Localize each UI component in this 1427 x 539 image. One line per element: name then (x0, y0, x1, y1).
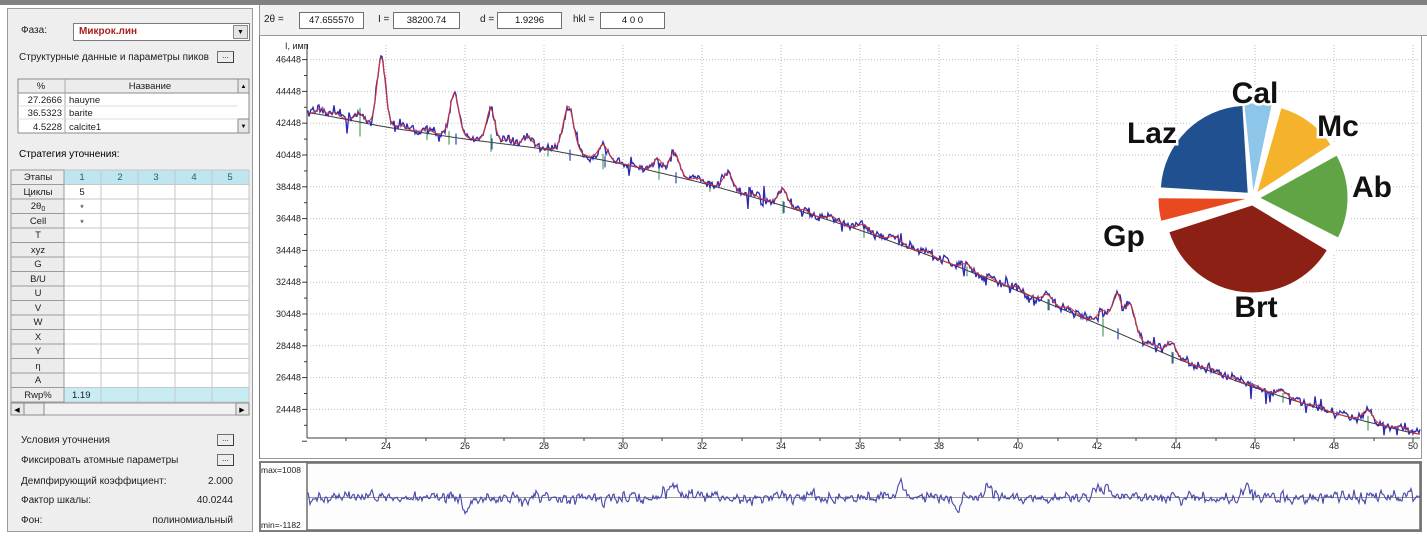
svg-text:*: * (80, 218, 84, 229)
svg-text:5: 5 (227, 172, 232, 183)
svg-text:46448: 46448 (276, 55, 301, 65)
svg-text:η: η (35, 361, 40, 372)
svg-text:27.2666: 27.2666 (28, 95, 62, 106)
svg-text:Rwp%: Rwp% (24, 390, 52, 401)
svg-text:T: T (35, 230, 41, 241)
svg-text:▼: ▼ (241, 124, 247, 130)
svg-text:Mc: Mc (1317, 110, 1359, 143)
svg-text:28: 28 (539, 441, 549, 451)
svg-text:4.5228: 4.5228 (33, 122, 62, 133)
svg-text:*: * (80, 203, 84, 214)
svg-text:Laz: Laz (1127, 117, 1177, 150)
svg-text:▲: ▲ (241, 84, 247, 90)
svg-text:%: % (37, 81, 46, 92)
svg-text:32448: 32448 (276, 277, 301, 287)
svg-text:W: W (34, 317, 43, 328)
svg-text:46: 46 (1250, 441, 1260, 451)
svg-text:1: 1 (79, 172, 84, 183)
svg-text:48: 48 (1329, 441, 1339, 451)
svg-text:◀: ◀ (14, 407, 20, 414)
svg-text:36.5323: 36.5323 (28, 108, 62, 119)
svg-text:32: 32 (697, 441, 707, 451)
svg-text:Cell: Cell (30, 216, 46, 227)
svg-text:4: 4 (191, 172, 196, 183)
svg-text:26448: 26448 (276, 373, 301, 383)
svg-text:30448: 30448 (276, 309, 301, 319)
svg-text:28448: 28448 (276, 341, 301, 351)
svg-text:xyz: xyz (31, 245, 46, 256)
svg-text:Название: Название (129, 81, 171, 92)
svg-text:Этапы: Этапы (24, 172, 53, 183)
svg-text:26: 26 (460, 441, 470, 451)
svg-text:V: V (35, 303, 42, 314)
svg-text:hauyne: hauyne (69, 95, 100, 106)
svg-text:B/U: B/U (30, 274, 46, 285)
svg-text:Cal: Cal (1232, 77, 1279, 110)
svg-text:Ab: Ab (1352, 171, 1392, 204)
svg-text:I, имп: I, имп (285, 41, 309, 51)
svg-text:44448: 44448 (276, 86, 301, 96)
svg-text:30: 30 (618, 441, 628, 451)
svg-text:42: 42 (1092, 441, 1102, 451)
svg-text:calcite1: calcite1 (69, 122, 101, 133)
svg-text:40448: 40448 (276, 150, 301, 160)
svg-text:A: A (35, 375, 42, 386)
svg-text:50: 50 (1408, 441, 1418, 451)
svg-text:Gp: Gp (1103, 220, 1145, 253)
svg-text:42448: 42448 (276, 118, 301, 128)
svg-text:▶: ▶ (239, 407, 245, 414)
svg-text:barite: barite (69, 108, 93, 119)
svg-text:U: U (35, 288, 42, 299)
svg-text:2: 2 (117, 172, 122, 183)
svg-text:34: 34 (776, 441, 786, 451)
svg-text:34448: 34448 (276, 245, 301, 255)
svg-text:38448: 38448 (276, 182, 301, 192)
svg-text:Циклы: Циклы (24, 187, 53, 198)
svg-text:44: 44 (1171, 441, 1181, 451)
svg-text:40: 40 (1013, 441, 1023, 451)
svg-text:min=-1182: min=-1182 (261, 520, 301, 530)
svg-text:G: G (34, 259, 41, 270)
svg-text:36448: 36448 (276, 214, 301, 224)
svg-text:Стратегия уточнения:: Стратегия уточнения: (19, 149, 120, 160)
svg-text:X: X (35, 332, 42, 343)
svg-text:max=1008: max=1008 (261, 465, 301, 475)
svg-text:Brt: Brt (1234, 291, 1277, 324)
svg-text:Y: Y (35, 346, 42, 357)
svg-text:1.19: 1.19 (72, 390, 91, 401)
svg-text:24: 24 (381, 441, 391, 451)
svg-text:5: 5 (79, 187, 84, 198)
svg-text:24448: 24448 (276, 404, 301, 414)
svg-text:36: 36 (855, 441, 865, 451)
svg-text:38: 38 (934, 441, 944, 451)
svg-text:3: 3 (153, 172, 158, 183)
